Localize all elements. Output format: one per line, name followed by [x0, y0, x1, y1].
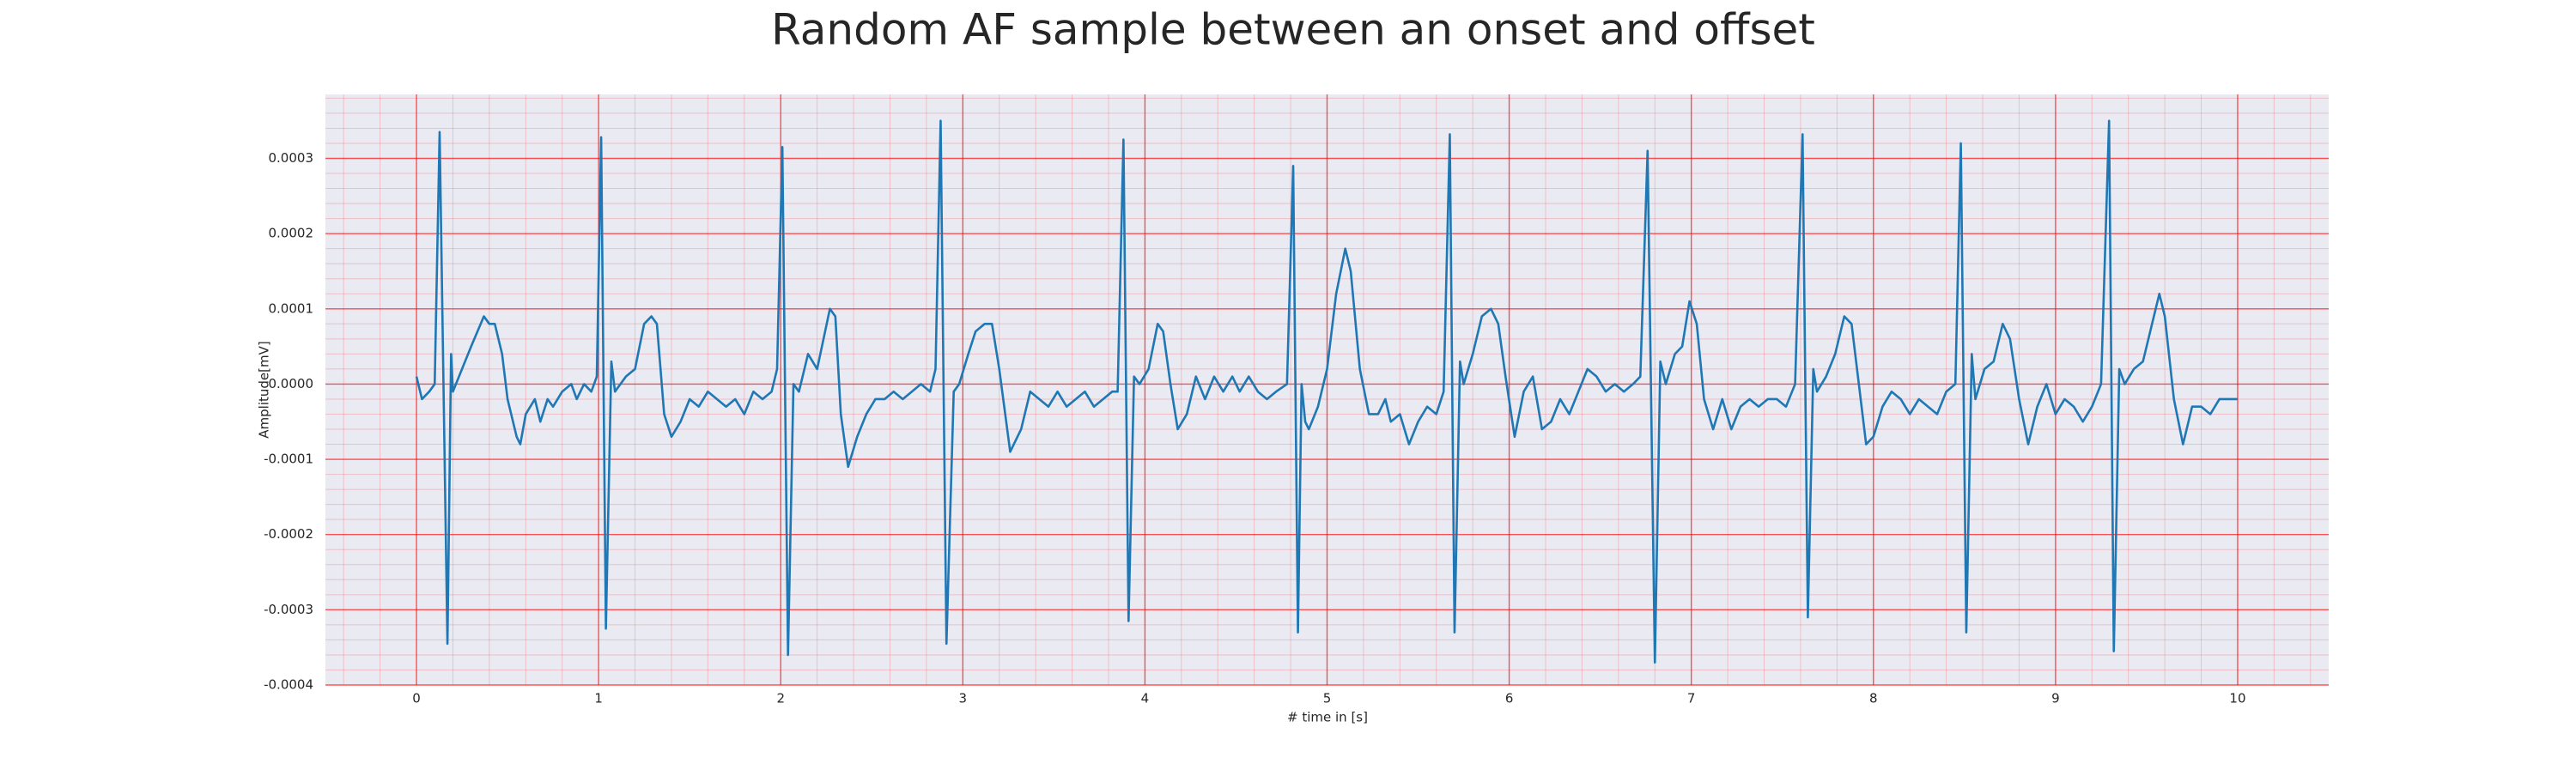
y-tick-label: -0.0003 [264, 602, 313, 617]
x-tick-label: 0 [412, 691, 421, 706]
x-tick-label: 7 [1687, 691, 1696, 706]
y-axis-label: Amplitude[mV] [257, 341, 272, 438]
y-tick-label: 0.0003 [269, 150, 314, 166]
x-tick-label: 9 [2051, 691, 2060, 706]
x-tick-label: 8 [1869, 691, 1878, 706]
x-axis-label: # time in [s] [1287, 710, 1368, 725]
chart-title: Random AF sample between an onset and of… [771, 5, 1815, 55]
y-tick-label: -0.0001 [264, 452, 313, 467]
grid [325, 94, 2329, 686]
x-tick-label: 2 [776, 691, 785, 706]
x-tick-label: 4 [1141, 691, 1150, 706]
y-tick-label: 0.0001 [269, 300, 314, 316]
y-tick-label: -0.0002 [264, 526, 313, 542]
x-tick-label: 3 [959, 691, 968, 706]
y-tick-label: 0.0002 [269, 226, 314, 241]
x-tick-label: 10 [2229, 691, 2245, 706]
ecg-line [415, 119, 2238, 664]
x-tick-label: 1 [594, 691, 603, 706]
x-tick-label: 6 [1505, 691, 1514, 706]
y-tick-label: 0.0000 [269, 376, 314, 391]
y-tick-label: -0.0004 [264, 677, 313, 693]
x-tick-label: 5 [1323, 691, 1332, 706]
